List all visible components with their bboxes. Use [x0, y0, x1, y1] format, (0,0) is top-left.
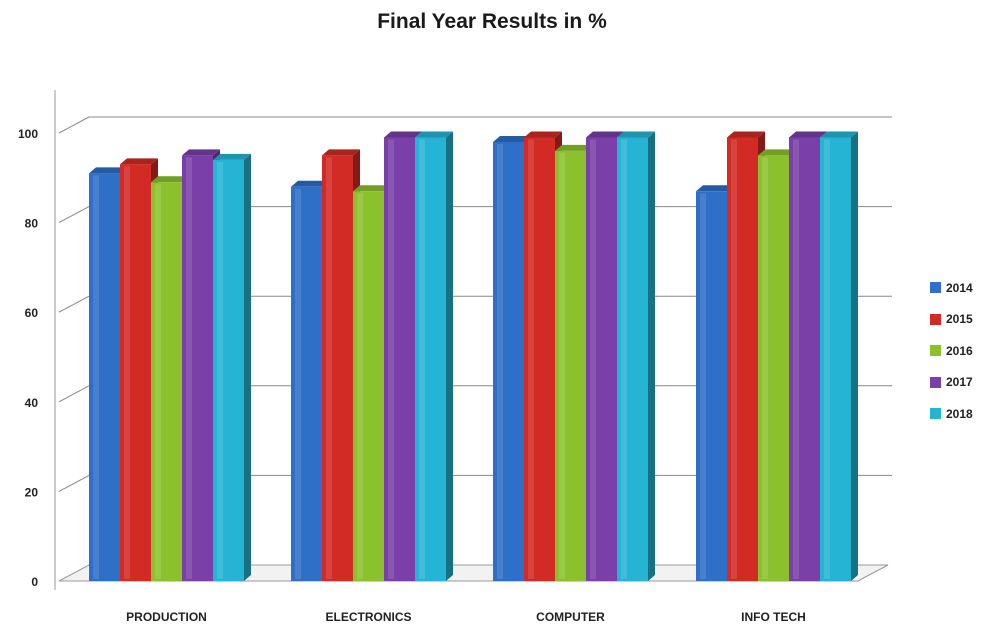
bar-highlight — [621, 139, 627, 580]
x-tick-label: ELECTRONICS — [325, 610, 411, 624]
legend-label: 2016 — [946, 343, 973, 358]
y-tick-label: 40 — [25, 396, 39, 410]
bar-top — [493, 135, 531, 142]
gridline-depth — [58, 474, 90, 492]
bar-top — [555, 144, 593, 151]
bar-top — [182, 149, 220, 156]
bar-highlight — [559, 152, 565, 580]
bar — [758, 155, 789, 581]
bar — [727, 137, 758, 582]
bar — [789, 137, 820, 582]
bar-highlight — [155, 184, 161, 579]
bar — [89, 173, 120, 581]
gridline-depth — [58, 295, 90, 313]
bar-top — [353, 185, 391, 192]
chart-legend: 2014 2015 2016 2017 2018 — [930, 272, 973, 430]
bar — [586, 137, 617, 582]
x-tick-label: PRODUCTION — [126, 610, 207, 624]
bar — [820, 137, 851, 582]
bar-highlight — [700, 193, 706, 580]
gridline-depth — [58, 385, 90, 403]
bar-highlight — [295, 188, 301, 579]
legend-label: 2014 — [946, 280, 973, 295]
legend-item: 2018 — [930, 398, 973, 430]
bar-highlight — [731, 139, 737, 580]
bar — [322, 155, 353, 581]
bar-top — [617, 131, 655, 138]
legend-swatch — [930, 376, 941, 388]
bar-highlight — [357, 193, 363, 580]
bar-side — [446, 131, 453, 582]
bar-top — [213, 153, 251, 160]
bar — [415, 137, 446, 582]
bar — [555, 150, 586, 582]
bar-highlight — [186, 157, 192, 579]
bar-highlight — [326, 157, 332, 579]
bar-top — [291, 180, 329, 187]
bar-top — [586, 131, 624, 138]
legend-item: 2015 — [930, 304, 973, 336]
bar-side — [244, 153, 251, 581]
bar-top — [151, 176, 189, 183]
y-tick-label: 100 — [18, 127, 38, 141]
bar-highlight — [388, 139, 394, 580]
bar — [493, 141, 524, 581]
bar — [120, 164, 151, 582]
gridline-depth — [58, 206, 90, 224]
y-tick-label: 20 — [25, 485, 39, 499]
bar-highlight — [824, 139, 830, 580]
bar-highlight — [528, 139, 534, 580]
x-tick-label: COMPUTER — [536, 610, 605, 624]
bar-top — [384, 131, 422, 138]
bar-highlight — [590, 139, 596, 580]
bar-top — [727, 131, 765, 138]
legend-item: 2016 — [930, 335, 973, 367]
y-tick-label: 60 — [25, 306, 39, 320]
bar-top — [696, 185, 734, 192]
bar-highlight — [497, 143, 503, 579]
bar — [182, 155, 213, 581]
legend-swatch — [930, 282, 941, 294]
bar-top — [415, 131, 453, 138]
legend-item: 2014 — [930, 272, 973, 304]
chart-title: Final Year Results in % — [377, 10, 607, 33]
bar-highlight — [419, 139, 425, 580]
bar-highlight — [217, 161, 223, 579]
bar — [151, 182, 182, 581]
y-tick-label: 80 — [25, 217, 39, 231]
bar — [213, 159, 244, 581]
gridline-depth — [58, 116, 90, 134]
bar-top — [322, 149, 360, 156]
x-tick-label: INFO TECH — [741, 610, 806, 624]
legend-label: 2017 — [946, 375, 973, 390]
bar — [617, 137, 648, 582]
bar-highlight — [93, 175, 99, 579]
bar-highlight — [762, 157, 768, 579]
bar — [384, 137, 415, 582]
bar — [524, 137, 555, 582]
bar-side — [648, 131, 655, 582]
bar-highlight — [793, 139, 799, 580]
bar — [291, 186, 322, 581]
legend-swatch — [930, 345, 941, 357]
bar-top — [758, 149, 796, 156]
legend-item: 2017 — [930, 367, 973, 399]
legend-label: 2015 — [946, 312, 973, 327]
y-tick-label: 0 — [31, 575, 38, 589]
bar-top — [120, 158, 158, 165]
bar-top — [820, 131, 858, 138]
bar — [353, 191, 384, 582]
bar-top — [89, 167, 127, 174]
bar — [696, 191, 727, 582]
bar-top — [524, 131, 562, 138]
legend-swatch — [930, 408, 941, 420]
bar-top — [789, 131, 827, 138]
bar-highlight — [124, 166, 130, 580]
legend-label: 2018 — [946, 406, 973, 421]
bar-side — [851, 131, 858, 582]
legend-swatch — [930, 313, 941, 325]
